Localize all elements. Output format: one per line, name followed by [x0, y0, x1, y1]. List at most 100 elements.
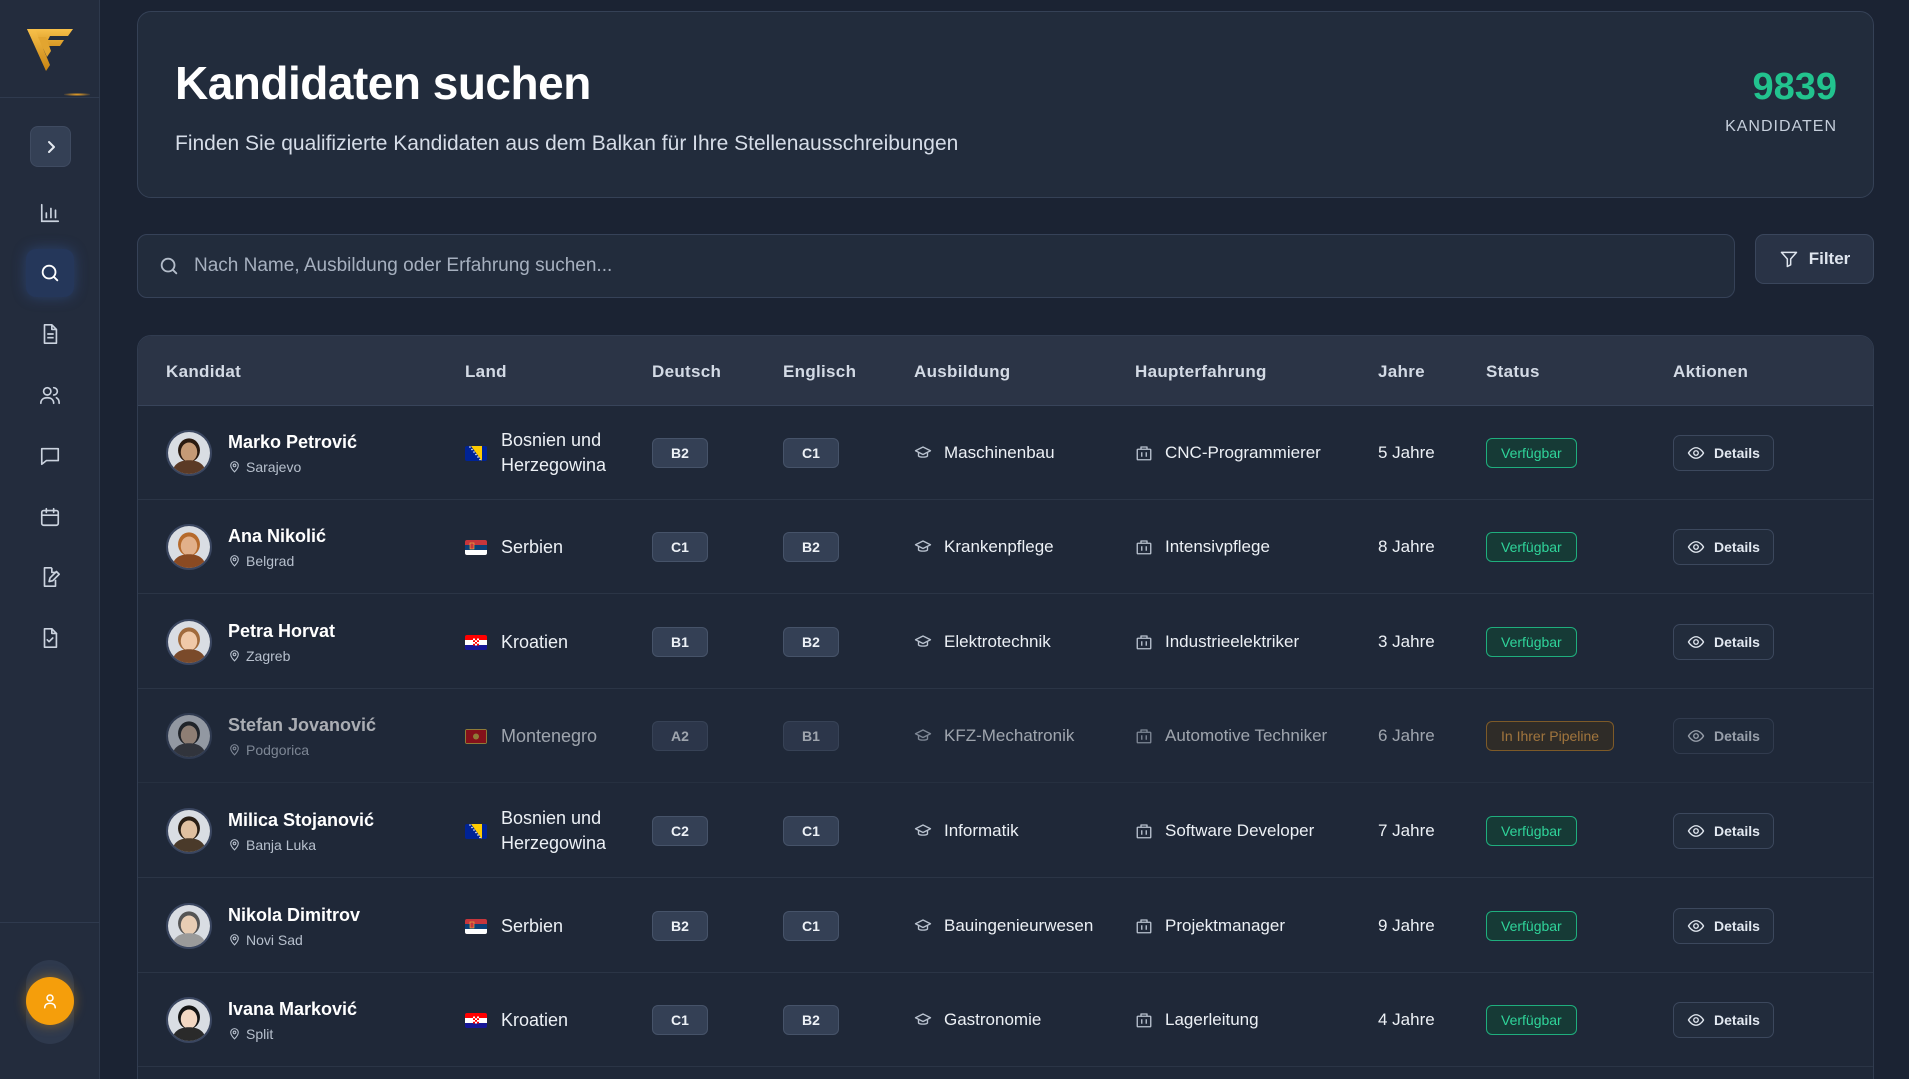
country-name: Serbien [501, 915, 564, 936]
avatar[interactable] [166, 713, 212, 759]
column-header-german[interactable]: Deutsch [652, 362, 722, 381]
table-row[interactable]: Marko Petrović Sarajevo Bosnien und Herzeg… [138, 406, 1873, 500]
status-badge: Verfügbar [1486, 627, 1577, 657]
details-label: Details [1714, 634, 1760, 650]
table-row[interactable]: Ivana Marković Split Kroatien C1 B2 Gastronom… [138, 973, 1873, 1067]
graduation-cap-icon [914, 1013, 932, 1025]
english-level-cell: C1 [783, 784, 839, 878]
filter-button[interactable]: Filter [1755, 234, 1874, 284]
location-pin-icon [230, 1028, 239, 1040]
country-name: Kroatien [501, 1009, 569, 1030]
details-button[interactable]: Details [1673, 908, 1774, 944]
experience-text: Industrieelektriker [1165, 632, 1300, 651]
column-header-english[interactable]: Englisch [783, 362, 857, 381]
details-button[interactable]: Details [1673, 529, 1774, 565]
sidebar-item-analytics[interactable] [26, 189, 74, 237]
actions-cell: Details [1673, 879, 1774, 973]
candidate-name[interactable]: Ivana Marković [228, 998, 358, 1019]
sidebar-item-edit[interactable] [26, 553, 74, 601]
candidate-name[interactable]: Marko Petrović [228, 431, 358, 452]
details-label: Details [1714, 1012, 1760, 1028]
candidate-name[interactable]: Stefan Jovanović [228, 714, 377, 735]
details-button[interactable]: Details [1673, 1002, 1774, 1038]
education-text: Elektrotechnik [944, 632, 1051, 651]
english-level-cell: B2 [783, 500, 839, 594]
table-row[interactable]: Nikola Dimitrov Novi Sad Serbien B2 C1 Bauing… [138, 879, 1873, 973]
candidate-location: Sarajevo [228, 459, 357, 475]
candidate-cell: Petra Horvat Zagreb [166, 595, 335, 689]
years-text: 4 Jahre [1378, 1010, 1435, 1029]
search-input[interactable] [194, 255, 1734, 277]
english-level-badge: C1 [783, 438, 839, 468]
column-header-education[interactable]: Ausbildung [914, 362, 1011, 381]
sidebar-item-approved[interactable] [26, 614, 74, 662]
graduation-cap-icon [914, 729, 932, 741]
english-level-badge: B2 [783, 627, 839, 657]
avatar[interactable] [166, 808, 212, 854]
sidebar-item-messages[interactable] [26, 432, 74, 480]
avatar[interactable] [166, 430, 212, 476]
country-cell: Kroatien [465, 973, 635, 1067]
english-level-badge: B1 [783, 721, 839, 751]
years-cell: 4 Jahre [1378, 973, 1435, 1067]
candidate-city: Zagreb [246, 647, 291, 664]
education-text: Maschinenbau [944, 443, 1055, 462]
user-profile-button[interactable] [26, 977, 74, 1025]
education-text: Bauingenieurwesen [944, 916, 1094, 935]
candidate-city: Belgrad [246, 552, 295, 569]
avatar[interactable] [166, 619, 212, 665]
actions-cell: Details [1673, 973, 1774, 1067]
candidate-location: Split [228, 1026, 357, 1042]
column-header-years[interactable]: Jahre [1378, 362, 1425, 381]
message-icon [40, 447, 60, 466]
filter-label: Filter [1808, 249, 1851, 268]
expand-sidebar-button[interactable] [30, 126, 71, 167]
sidebar-item-search[interactable] [26, 249, 74, 297]
avatar[interactable] [166, 997, 212, 1043]
table-row[interactable]: Ana Nikolić Belgrad Serbien C1 B2 Krankenpfle… [138, 500, 1873, 594]
candidate-name[interactable]: Nikola Dimitrov [228, 904, 361, 925]
details-button[interactable]: Details [1673, 813, 1774, 849]
column-header-candidate[interactable]: Kandidat [166, 362, 242, 381]
flag-icon [465, 445, 487, 461]
experience-cell: Automotive Techniker [1135, 689, 1327, 783]
years-text: 8 Jahre [1378, 537, 1435, 556]
table-row[interactable]: Milica Stojanović Banja Luka Bosnien und H… [138, 784, 1873, 878]
education-cell: Krankenpflege [914, 500, 1054, 594]
sidebar-item-calendar[interactable] [26, 493, 74, 541]
avatar[interactable] [166, 903, 212, 949]
english-level-badge: B2 [783, 1005, 839, 1035]
german-level-cell: B2 [652, 879, 708, 973]
column-header-status[interactable]: Status [1486, 362, 1540, 381]
details-button[interactable]: Details [1673, 435, 1774, 471]
years-cell: 6 Jahre [1378, 689, 1435, 783]
status-cell: Verfügbar [1486, 500, 1577, 594]
table-row[interactable]: Stefan Jovanović Podgorica Montenegro A2 B1 K… [138, 689, 1873, 783]
candidate-name[interactable]: Ana Nikolić [228, 525, 327, 546]
status-cell: Verfügbar [1486, 595, 1577, 689]
candidate-name[interactable]: Milica Stojanović [228, 809, 375, 830]
table-row[interactable]: Petra Horvat Zagreb Kroatien B1 B2 Elektrotec… [138, 595, 1873, 689]
details-button[interactable]: Details [1673, 718, 1774, 754]
status-badge: Verfügbar [1486, 438, 1577, 468]
years-text: 5 Jahre [1378, 443, 1435, 462]
column-header-country[interactable]: Land [465, 362, 507, 381]
details-button[interactable]: Details [1673, 624, 1774, 660]
status-badge: In Ihrer Pipeline [1486, 721, 1615, 751]
candidate-name[interactable]: Petra Horvat [228, 620, 336, 641]
logo[interactable] [0, 0, 100, 98]
sidebar-item-users[interactable] [26, 371, 74, 419]
status-cell: In Ihrer Pipeline [1486, 689, 1615, 783]
column-header-experience[interactable]: Haupterfahrung [1135, 362, 1267, 381]
avatar[interactable] [166, 524, 212, 570]
english-level-badge: C1 [783, 911, 839, 941]
sidebar-item-documents[interactable] [26, 310, 74, 358]
candidate-city: Sarajevo [246, 458, 302, 475]
actions-cell: Details [1673, 595, 1774, 689]
candidate-location: Banja Luka [228, 837, 374, 853]
german-level-cell: B2 [652, 406, 708, 500]
german-level-cell: C2 [652, 784, 708, 878]
page-header: Kandidaten suchen Finden Sie qualifizier… [137, 11, 1874, 198]
status-badge: Verfügbar [1486, 532, 1577, 562]
candidate-city: Podgorica [246, 741, 310, 758]
